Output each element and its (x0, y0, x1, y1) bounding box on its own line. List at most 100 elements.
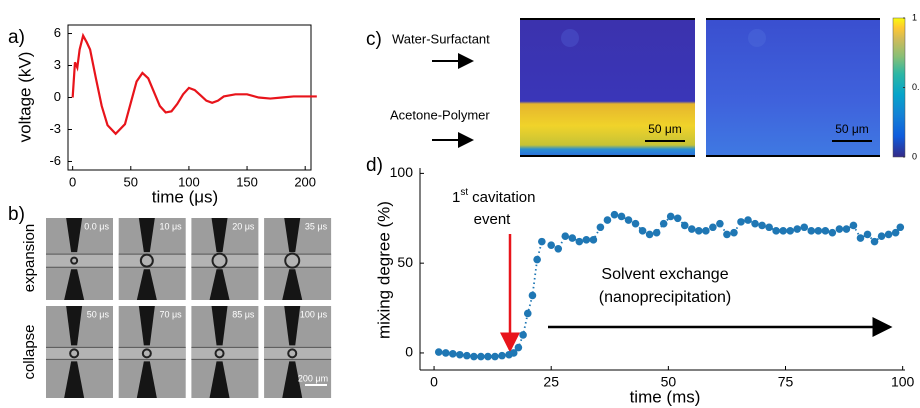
colorbar-tick-label: 0.5 (912, 82, 920, 92)
y-tick-label: -6 (49, 153, 61, 168)
panel-label: b) (8, 204, 25, 225)
colorbar-tick-label: 1 (912, 12, 917, 22)
data-point (596, 223, 605, 232)
needle (284, 306, 301, 346)
data-point (538, 237, 546, 246)
needle (136, 361, 157, 398)
y-tick-label: 6 (54, 25, 61, 40)
needle (136, 269, 157, 300)
data-point (498, 351, 506, 360)
x-tick-label: 200 (294, 174, 316, 189)
bubble (284, 252, 301, 269)
data-point (842, 225, 851, 233)
colorbar-tick-label: 0 (912, 151, 917, 161)
data-point (723, 230, 731, 239)
data-point (509, 349, 518, 357)
data-point (863, 230, 872, 239)
needle (284, 218, 301, 253)
data-point (709, 223, 717, 232)
data-point (896, 223, 905, 232)
annotation: event (474, 211, 512, 228)
data-point (484, 352, 492, 361)
needle (64, 269, 85, 300)
data-point (856, 234, 865, 242)
data-point (673, 214, 682, 223)
data-point (603, 216, 612, 224)
bubble (139, 253, 154, 268)
panel-label: c) (366, 29, 382, 50)
image-grid: 0.0 μs 10 μs 20 μs 35 μs 50 μs 70 μs 85 μs 100 … (46, 218, 332, 398)
data-point (814, 227, 823, 235)
channel (191, 347, 259, 360)
data-point (680, 221, 689, 230)
image-feature (561, 29, 579, 47)
y-tick-label: 100 (390, 164, 414, 180)
time-label: 100 μs (300, 309, 328, 319)
data-point (610, 210, 619, 219)
data-point (519, 331, 527, 339)
data-point (547, 241, 556, 250)
channel (264, 254, 332, 268)
data-point (491, 352, 499, 361)
data-point (514, 343, 523, 352)
needle (282, 269, 303, 300)
data-point (800, 223, 809, 232)
row-label: collapse (21, 324, 38, 379)
data-point (751, 219, 759, 228)
x-tick-label: 100 (891, 374, 915, 390)
data-point (477, 352, 485, 361)
data-point (793, 225, 802, 233)
data-point (877, 232, 886, 241)
x-axis-label: time (μs) (152, 187, 218, 206)
x-tick-label: 50 (124, 174, 138, 189)
heatmap-image (706, 19, 880, 156)
data-point (702, 227, 710, 235)
channel (264, 347, 332, 360)
y-tick-label: 0 (405, 344, 413, 360)
data-point (695, 227, 703, 235)
scale-bar-label: 200 μm (298, 373, 328, 383)
x-tick-label: 0 (430, 374, 438, 390)
time-label: 85 μs (232, 309, 255, 319)
row-label: expansion (21, 224, 38, 292)
needle (211, 306, 228, 346)
data-point (449, 350, 457, 358)
channel (191, 254, 259, 268)
data-point (554, 245, 563, 253)
inlet-label: Water-Surfactant (392, 31, 490, 46)
channel (118, 347, 186, 360)
annotation-part: 1 (452, 189, 460, 206)
channel (46, 254, 113, 268)
data-point (828, 228, 837, 237)
data-point (533, 255, 541, 264)
data-point (659, 219, 668, 228)
image-feature (748, 29, 766, 47)
bubble (287, 348, 298, 359)
annotation: Solvent exchange (601, 266, 728, 283)
data-point (528, 291, 537, 300)
scale-bar-label: 50 μm (835, 122, 869, 136)
data-point (456, 350, 464, 359)
data-point (737, 218, 745, 226)
inlet-label: Acetone-Polymer (390, 107, 490, 122)
data-point (561, 232, 570, 241)
data-point (687, 225, 696, 233)
data-point (765, 223, 773, 232)
data-point (652, 228, 661, 237)
data-point (786, 227, 794, 235)
data-line (71, 32, 317, 136)
annotation-part: st (460, 187, 468, 198)
scale-bar-label: 50 μm (648, 122, 682, 136)
channel (46, 347, 113, 360)
data-point (744, 216, 752, 224)
time-label: 70 μs (159, 309, 182, 319)
x-tick-label: 150 (236, 174, 258, 189)
y-tick-label: 50 (397, 254, 413, 270)
needle (138, 218, 155, 253)
data-point (617, 212, 626, 221)
needle (64, 361, 85, 398)
data-point (575, 237, 584, 246)
data-point (589, 236, 598, 244)
data-point (568, 234, 577, 242)
